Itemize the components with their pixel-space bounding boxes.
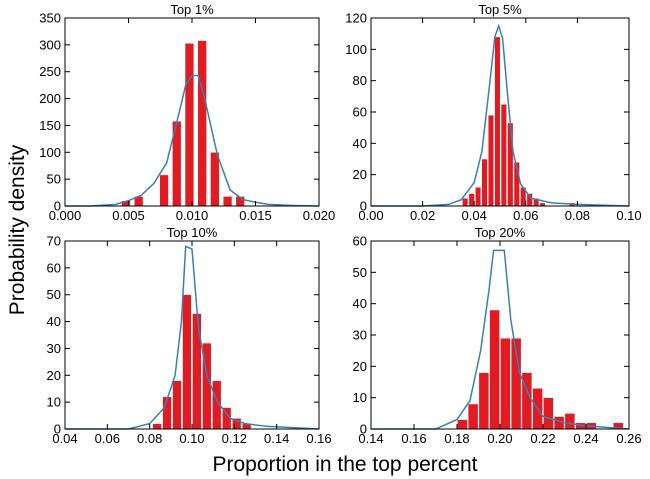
y-tick-label: 350	[39, 11, 61, 26]
y-tick-label: 20	[47, 368, 61, 383]
histogram-bar	[507, 122, 514, 207]
y-tick-label: 10	[353, 390, 367, 405]
y-tick-label: 40	[353, 296, 367, 311]
y-tick-label: 150	[39, 118, 61, 133]
y-tick-label: 60	[353, 105, 367, 120]
histogram-bar	[457, 419, 468, 430]
x-tick-label: 0.06	[95, 431, 120, 446]
x-tick-label: 0.015	[239, 208, 272, 223]
histogram-bar	[197, 40, 207, 207]
x-tick-label: 0.16	[401, 431, 426, 446]
y-tick-label: 30	[353, 328, 367, 343]
histogram-bar	[494, 36, 501, 207]
x-tick-label: 0.000	[49, 208, 82, 223]
y-tick-label: 80	[353, 73, 367, 88]
panel-title: Top 5%	[478, 2, 522, 17]
y-tick-label: 10	[47, 395, 61, 410]
histogram-bar	[481, 158, 488, 207]
panel-title: Top 20%	[475, 225, 526, 240]
y-tick-label: 60	[353, 234, 367, 249]
x-tick-label: 0.00	[358, 208, 383, 223]
histogram-bar	[487, 114, 495, 207]
y-tick-label: 50	[47, 172, 61, 187]
y-tick-label: 100	[345, 42, 367, 57]
x-tick-label: 0.22	[530, 431, 555, 446]
panel-title: Top 10%	[167, 225, 218, 240]
plot-frame	[64, 240, 320, 430]
y-tick-label: 20	[353, 167, 367, 182]
panel-title: Top 1%	[170, 2, 214, 17]
histogram-bar	[489, 309, 500, 430]
x-tick-label: 0.14	[358, 431, 383, 446]
y-tick-label: 0	[360, 422, 367, 437]
x-tick-label: 0.16	[306, 431, 331, 446]
y-tick-label: 0	[360, 199, 367, 214]
y-tick-label: 120	[345, 11, 367, 26]
chart-panel-3: 0.04 0.06 0.08 0.10 0.12 0.14 0.16 0 10 20 30 40 50 6…	[47, 225, 332, 446]
x-tick-label: 0.14	[264, 431, 289, 446]
y-tick-label: 0	[54, 422, 61, 437]
chart-panel-4: 0.14 0.16 0.18 0.20 0.22 0.24 0.26 0 10 20 30 40 50 6…	[353, 225, 642, 446]
x-tick-label: 0.20	[487, 431, 512, 446]
y-tick-label: 300	[39, 37, 61, 52]
y-tick-label: 200	[39, 91, 61, 106]
chart-panel-1: 0.000 0.005 0.010 0.015 0.020 0 50 100 150 200 250…	[39, 2, 335, 223]
x-tick-label: 0.020	[303, 208, 336, 223]
plot-frame	[370, 240, 630, 430]
y-tick-label: 50	[353, 265, 367, 280]
x-axis-title: Proportion in the top percent	[212, 453, 477, 476]
histogram-bar	[210, 151, 220, 207]
histogram-bar	[192, 313, 202, 430]
histogram-bar	[478, 372, 490, 430]
histogram-bar	[543, 397, 554, 430]
x-tick-label: 0.005	[112, 208, 145, 223]
x-tick-label: 0.02	[410, 208, 435, 223]
x-tick-label: 0.04	[462, 208, 487, 223]
density-curve	[65, 245, 320, 430]
x-tick-label: 0.06	[513, 208, 538, 223]
y-tick-label: 70	[47, 234, 61, 249]
chart-panels: 0.000 0.005 0.010 0.015 0.020050100150200250…	[39, 2, 641, 446]
density-curve	[371, 23, 630, 207]
y-tick-label: 40	[47, 314, 61, 329]
x-tick-label: 0.12	[222, 431, 247, 446]
histogram-bar	[172, 380, 182, 430]
y-tick-label: 250	[39, 64, 61, 79]
histogram-bar	[182, 294, 192, 430]
y-tick-label: 40	[353, 136, 367, 151]
x-tick-label: 0.10	[616, 208, 641, 223]
histogram-bar	[500, 337, 511, 430]
density-curve	[371, 249, 630, 430]
x-tick-label: 0.010	[176, 208, 209, 223]
x-tick-label: 0.26	[616, 431, 641, 446]
histogram-bar	[468, 193, 475, 207]
histogram-bar	[184, 42, 195, 207]
x-tick-label: 0.18	[444, 431, 469, 446]
y-tick-label: 60	[47, 260, 61, 275]
histogram-bar	[222, 196, 233, 207]
x-tick-label: 0.24	[573, 431, 598, 446]
x-tick-label: 0.08	[565, 208, 590, 223]
histogram-bar	[500, 103, 508, 207]
histogram-bar	[152, 423, 162, 430]
histogram-bar	[467, 403, 479, 430]
y-tick-label: 0	[54, 199, 61, 214]
x-tick-label: 0.04	[52, 431, 77, 446]
y-tick-label: 100	[39, 145, 61, 160]
histogram-bar	[462, 197, 469, 207]
histogram-bar	[474, 186, 482, 207]
histogram-bar	[564, 413, 576, 430]
y-tick-label: 20	[353, 359, 367, 374]
y-tick-label: 50	[47, 287, 61, 302]
chart-panel-2: 0.00 0.02 0.04 0.06 0.08 0.10 0 20 40 60 80 100 120 T…	[345, 2, 641, 223]
y-tick-label: 30	[47, 341, 61, 356]
x-tick-label: 0.10	[179, 431, 204, 446]
x-tick-label: 0.08	[137, 431, 162, 446]
histogram-bar	[159, 174, 169, 207]
y-axis-title: Probability density	[6, 144, 29, 315]
